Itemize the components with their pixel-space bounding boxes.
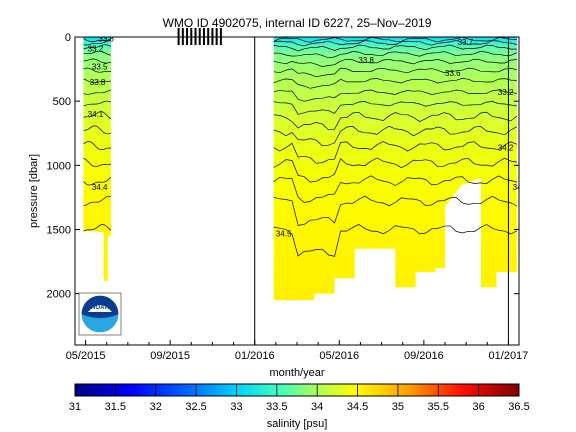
contour-line	[273, 67, 517, 78]
colorbar-tick-label: 31.5	[105, 401, 126, 413]
segment-2015	[83, 37, 111, 281]
x-tick-label: 09/2016	[404, 350, 444, 362]
x-axis-label: month/year	[269, 367, 324, 379]
contour-line	[83, 89, 112, 95]
contour-line	[273, 58, 517, 67]
contour-label: 33.8	[358, 56, 374, 65]
svg-text:NOAA: NOAA	[91, 305, 109, 311]
colorbar-tick-label: 31	[69, 401, 81, 413]
year-separators	[254, 37, 509, 345]
y-tick-label: 2000	[47, 289, 71, 301]
contour-line	[273, 40, 517, 47]
contour-line	[83, 67, 111, 73]
colorbar-tick-label: 36	[473, 401, 485, 413]
y-tick-label: 0	[65, 32, 71, 44]
contour-line	[273, 195, 518, 226]
colorbar-gradient	[74, 383, 520, 397]
x-axis: 05/2015 09/2015 01/2016 05/2016 09/2016 01/20…	[66, 340, 529, 362]
contour-line	[83, 158, 112, 168]
contour-line	[273, 51, 518, 59]
y-axis-label: pressure [dbar]	[28, 154, 40, 228]
contour-line	[273, 37, 517, 43]
colorbar-ticks: 31 31.5 32 32.5 33 33.5 34 34.5 35 35.5 36 36.5	[69, 384, 530, 413]
isohaline-contours	[83, 37, 518, 257]
colorbar-tick-label: 34.5	[347, 401, 368, 413]
contour-line	[273, 44, 517, 52]
contour-label: 33.5	[92, 63, 108, 72]
x-tick-label: 05/2016	[319, 350, 359, 362]
contour-line	[273, 223, 518, 257]
noaa-logo: NOAA	[78, 292, 122, 336]
contour-label: 33.2	[498, 88, 514, 97]
x-tick-label: 01/2017	[489, 350, 529, 362]
contour-line	[273, 157, 517, 183]
contour-line	[83, 78, 112, 84]
colorbar-tick-label: 32	[150, 401, 162, 413]
colorbar-tick-label: 33	[230, 401, 242, 413]
contour-line	[273, 78, 517, 89]
contour-label: 33.8	[90, 78, 106, 87]
colorbar-tick-label: 34	[311, 401, 323, 413]
contour-label: 34.4	[513, 183, 529, 192]
y-tick-label: 500	[53, 96, 71, 108]
contour-line	[83, 38, 112, 42]
colorbar-tick-label: 32.5	[185, 401, 206, 413]
contour-line	[273, 141, 518, 164]
contour-label: 33.2	[88, 45, 104, 54]
x-tick-label: 09/2015	[150, 350, 190, 362]
contour-line	[83, 39, 111, 46]
colorbar-tick-label: 35	[392, 401, 404, 413]
colorbar-tick-label: 36.5	[508, 401, 529, 413]
contour-label: 33.8	[98, 34, 114, 43]
y-tick-label: 1000	[47, 160, 71, 172]
contour-line	[273, 175, 517, 203]
contour-label: 34.1	[88, 110, 104, 119]
contour-line	[83, 224, 112, 232]
colorbar-tick-label: 33.5	[266, 401, 287, 413]
plot-area: 34.4 34.1 33.8 33.5 33.2 33.8 34.5 33.8 33.6 33.2…	[83, 34, 529, 307]
contour-label: 34.2	[498, 143, 514, 152]
x-tick-label: 01/2016	[235, 350, 275, 362]
contour-label: 33.6	[445, 69, 461, 78]
contour-line	[83, 111, 112, 119]
colorbar-tick-label: 35.5	[428, 401, 449, 413]
contour-label: 34.5	[276, 229, 292, 238]
contour-line	[83, 100, 112, 107]
chart-title: WMO ID 4902075, internal ID 6227, 25–Nov…	[163, 16, 432, 30]
y-tick-label: 1500	[47, 225, 71, 237]
contour-line	[83, 58, 111, 64]
contour-label: 34.4	[92, 183, 108, 192]
contour-line	[83, 50, 111, 56]
contour-labels: 34.4 34.1 33.8 33.5 33.2 33.8 34.5 33.8 33.6 33.2…	[88, 34, 529, 238]
contour-line	[83, 44, 112, 50]
contour-line	[83, 125, 112, 135]
contour-line	[273, 125, 518, 147]
missing-data-patch	[445, 178, 481, 307]
contour-line	[83, 195, 112, 207]
contour-line	[83, 141, 111, 151]
contour-line	[273, 89, 517, 102]
colorbar-label: salinity [psu]	[267, 418, 328, 430]
colorbar: 31 31.5 32 32.5 33 33.5 34 34.5 35 35.5 36 36.5 sal…	[69, 383, 530, 430]
contour-line	[83, 177, 112, 186]
x-tick-label: 05/2015	[66, 350, 106, 362]
y-axis: 0 500 1000 1500 2000	[47, 32, 519, 301]
contour-line	[273, 111, 518, 131]
contour-line	[273, 101, 517, 115]
contour-label: 33.7	[458, 38, 474, 47]
